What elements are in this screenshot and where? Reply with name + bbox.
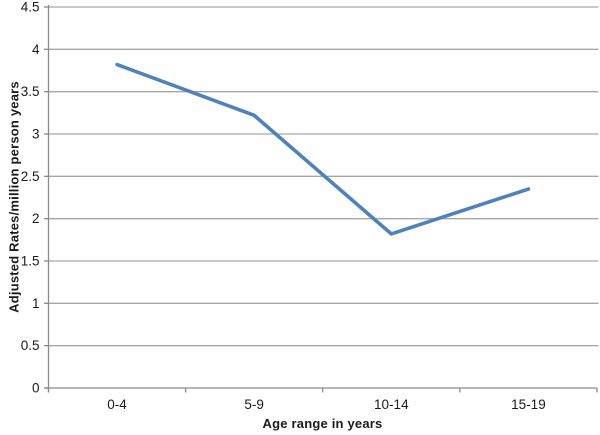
x-axis-title: Age range in years (262, 416, 383, 431)
y-tick-label: 1 (32, 296, 40, 311)
x-tick-label: 0-4 (107, 397, 127, 412)
data-series-line (115, 62, 531, 236)
x-tick-label: 15-19 (511, 397, 546, 412)
y-tick-label: 2.5 (21, 169, 40, 184)
y-tick-label: 3.5 (21, 84, 40, 99)
y-axis-title: Adjusted Rates/million person years (6, 81, 22, 313)
y-tick-label: 4.5 (21, 0, 40, 15)
y-tick-label: 0 (32, 381, 40, 396)
y-tick-label: 3 (32, 127, 40, 142)
y-tick-label: 2 (32, 211, 40, 226)
x-tick-label: 10-14 (374, 397, 409, 412)
y-tick-label: 1.5 (21, 254, 40, 269)
y-tick-label: 0.5 (21, 338, 40, 353)
x-tick-label: 5-9 (244, 397, 264, 412)
y-tick-label: 4 (32, 42, 40, 57)
